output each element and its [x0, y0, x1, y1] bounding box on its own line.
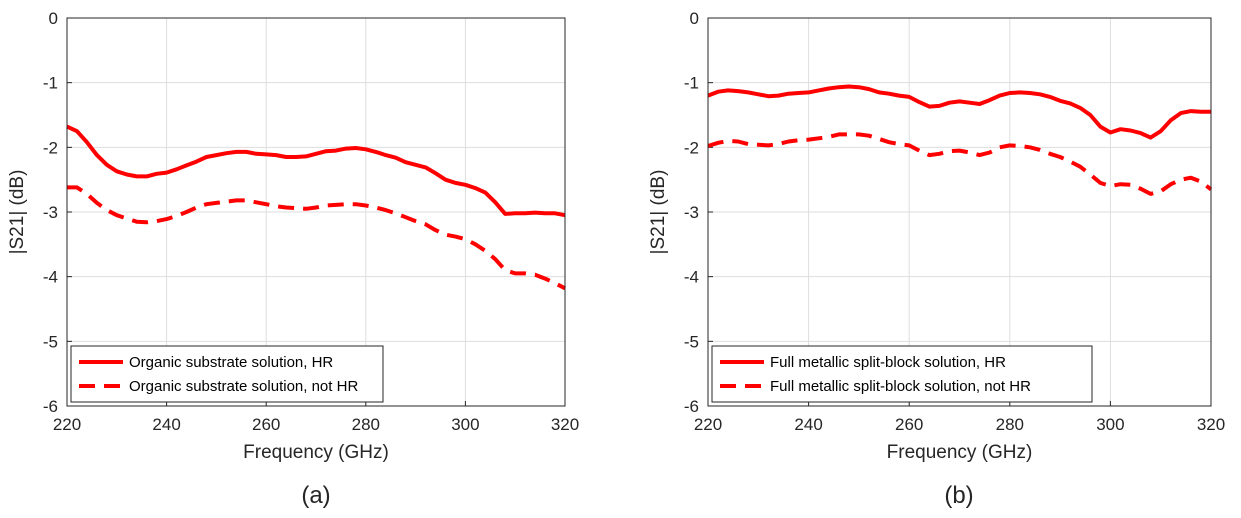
legend-label: Full metallic split-block solution, not …	[770, 378, 1031, 395]
panel-label: (a)	[301, 482, 330, 509]
chart-panel-b: 220 240 260 280 300 320 -6 -5 -4 -3 -2 -1 0 Full meta…	[648, 9, 1225, 509]
y-axis-label: |S21| (dB)	[648, 170, 669, 255]
x-tick-label: 280	[996, 415, 1024, 434]
series-line-not-hr	[67, 185, 566, 291]
y-tick-label: -2	[684, 138, 699, 157]
y-tick-label: -3	[43, 203, 58, 222]
y-tick-label: 0	[690, 9, 699, 28]
y-tick-label: -6	[684, 397, 699, 416]
legend-label: Organic substrate solution, HR	[129, 354, 333, 371]
x-axis-label: Frequency (GHz)	[243, 442, 389, 463]
legend-box	[711, 345, 1093, 403]
x-tick-label: 260	[252, 415, 280, 434]
x-tick-label: 300	[1096, 415, 1124, 434]
y-tick-label: -2	[43, 138, 58, 157]
y-tick-label: -1	[43, 74, 58, 93]
x-tick-label: 260	[895, 415, 923, 434]
y-tick-label: -5	[684, 332, 699, 351]
x-tick-label: 320	[1197, 415, 1225, 434]
x-tick-label: 280	[352, 415, 380, 434]
y-tick-label: -4	[684, 268, 699, 287]
series-line-hr	[707, 84, 1211, 140]
y-tick-label: -1	[684, 74, 699, 93]
x-tick-label: 240	[794, 415, 822, 434]
x-tick-label: 220	[694, 415, 722, 434]
y-tick-label: -6	[43, 397, 58, 416]
axes-frame	[707, 17, 1212, 407]
y-axis-label: |S21| (dB)	[7, 170, 28, 255]
x-tick-label: 240	[152, 415, 180, 434]
x-tick-label: 220	[53, 415, 81, 434]
legend-label: Organic substrate solution, not HR	[129, 378, 358, 395]
legend-box	[70, 345, 384, 403]
y-tick-label: -3	[684, 203, 699, 222]
axes-frame	[66, 17, 566, 407]
x-tick-label: 300	[451, 415, 479, 434]
y-tick-label: 0	[49, 9, 58, 28]
x-tick-label: 320	[551, 415, 579, 434]
y-tick-label: -5	[43, 332, 58, 351]
panel-label: (b)	[944, 482, 973, 509]
legend-label: Full metallic split-block solution, HR	[770, 354, 1006, 371]
chart-panel-a: 220 240 260 280 300 320 -6 -5 -4 -3 -2 -1 0 Organic s…	[7, 9, 579, 509]
y-tick-label: -4	[43, 268, 58, 287]
series-line-not-hr	[707, 132, 1213, 196]
x-axis-label: Frequency (GHz)	[887, 442, 1033, 463]
series-line-hr	[66, 124, 566, 218]
